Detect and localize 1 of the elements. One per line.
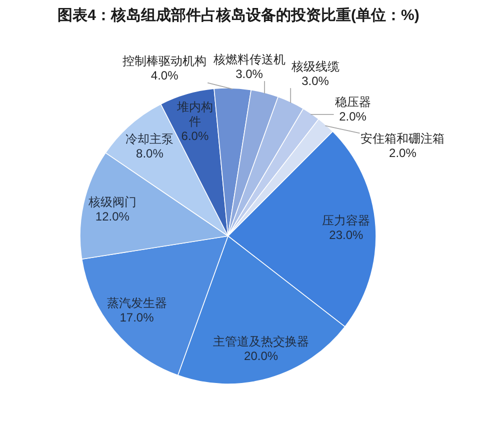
title: 图表4：核岛组成部件占核岛设备的投资比重(单位：%): [58, 7, 420, 24]
